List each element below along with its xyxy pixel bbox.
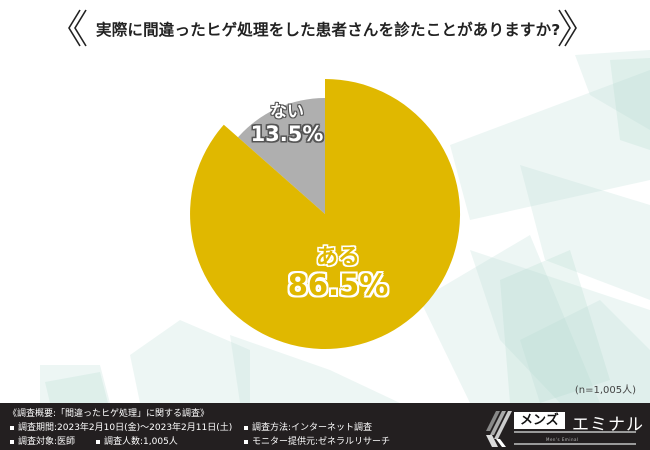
chart-title-bar: 実際に間違ったヒゲ処理をした患者さんを診たことがありますか?: [0, 0, 650, 58]
logo-subtitle: Men's Eminal: [546, 437, 579, 442]
survey-footer: 《調査概要:「間違ったヒゲ処理」に関する調査》 調査期間:2023年2月10日(…: [0, 403, 650, 450]
survey-target: 調査対象:医師: [10, 434, 75, 447]
bullet-icon: [10, 425, 14, 430]
pie-slice-aru: [190, 78, 461, 349]
pie-svg: [190, 78, 461, 349]
bullet-icon: [244, 439, 248, 444]
brand-logo: メンズ エミナル Men's Eminal: [486, 409, 646, 447]
slice-value-nai: 13.5%: [250, 122, 324, 146]
slice-value-aru: 86.5%: [287, 268, 389, 302]
survey-monitor-provider: モニター提供元:ゼネラルリサーチ: [244, 434, 390, 447]
sample-size-note: (n=1,005人): [574, 385, 636, 396]
background-decoration: [40, 50, 650, 403]
slice-label-aru: ある 86.5%: [283, 247, 393, 300]
double-chevron-left-icon: [68, 9, 87, 47]
pie-slice-nai: [238, 98, 325, 214]
background-shapes: [40, 50, 650, 403]
slice-category-aru: ある: [315, 245, 360, 270]
logo-divider: [514, 443, 636, 445]
logo-wordmark: エミナル: [572, 415, 644, 435]
survey-count: 調査人数:1,005人: [96, 434, 178, 447]
slice-category-nai: ない: [270, 102, 304, 122]
survey-method: 調査方法:インターネット調査: [244, 420, 372, 433]
chart-title: 実際に間違ったヒゲ処理をした患者さんを診たことがありますか?: [96, 21, 561, 39]
logo-box-text: メンズ: [514, 412, 565, 429]
bullet-icon: [244, 425, 248, 430]
pie-chart: ない 13.5% ある 86.5%: [190, 78, 461, 349]
logo-divider: [514, 431, 636, 433]
double-chevron-right-icon: [558, 9, 577, 47]
survey-summary-title: 《調査概要:「間違ったヒゲ処理」に関する調査》: [8, 409, 210, 419]
logo-mark-icon: [486, 411, 512, 447]
bullet-icon: [10, 439, 14, 444]
bullet-icon: [96, 439, 100, 444]
survey-period: 調査期間:2023年2月10日(金)〜2023年2月11日(土): [10, 420, 232, 433]
slice-label-nai: ない 13.5%: [247, 104, 327, 145]
